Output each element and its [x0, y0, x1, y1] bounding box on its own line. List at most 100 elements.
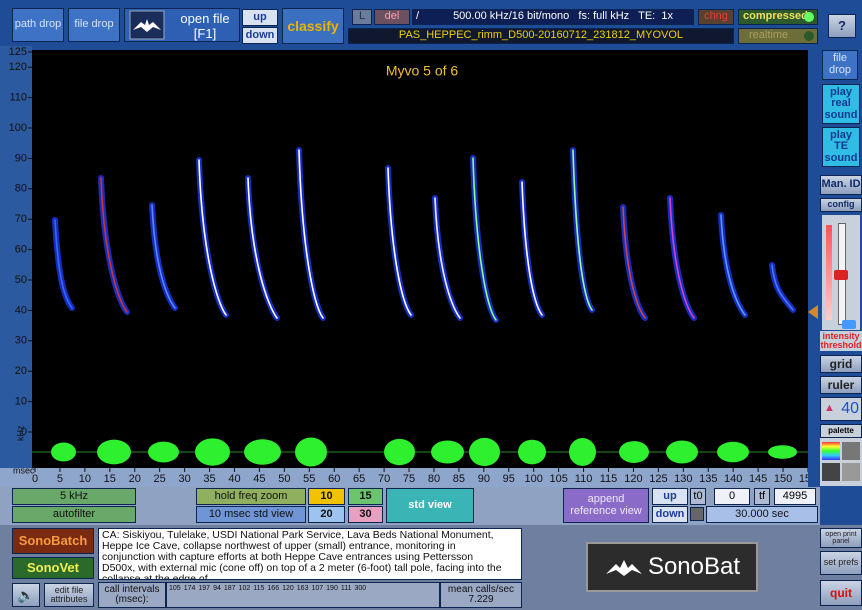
x-tick-label: 40: [228, 473, 240, 485]
interval-value: 111: [341, 585, 352, 592]
interval-value: 105: [169, 585, 181, 592]
x-tick-label: 120: [624, 473, 642, 485]
zoom-20[interactable]: 20: [308, 506, 345, 523]
x-tick-label: 10: [79, 473, 91, 485]
slider-knob-red[interactable]: [834, 270, 848, 280]
tf-field[interactable]: 4995: [774, 488, 816, 505]
interval-value: 94: [213, 585, 221, 592]
y-tick-label: 80: [15, 183, 27, 195]
logo-bat: [604, 554, 644, 580]
swatch[interactable]: [822, 442, 840, 460]
x-tick-label: 0: [32, 473, 38, 485]
spin-arrows[interactable]: ▲: [824, 403, 835, 415]
waveform-burst: [431, 441, 464, 464]
freq-select[interactable]: 5 kHz: [12, 488, 136, 505]
man-id-button[interactable]: Man. ID: [820, 175, 862, 195]
waveform-burst: [518, 440, 546, 465]
slider-scale: [826, 225, 832, 320]
x-tick-label: 140: [724, 473, 742, 485]
zoom-15[interactable]: 15: [348, 488, 383, 505]
sonobatch-button[interactable]: SonoBatch: [12, 528, 94, 554]
ruler-button[interactable]: ruler: [820, 376, 862, 394]
y-tick-label: 30: [15, 335, 27, 347]
x-tick-label: 110: [575, 473, 593, 485]
edit-attributes-button[interactable]: edit file attributes: [44, 583, 94, 607]
config-button[interactable]: config: [820, 198, 862, 212]
waveform-burst: [295, 438, 327, 467]
y-tick-label: 110: [9, 92, 27, 104]
prefs-button[interactable]: set prefs: [820, 551, 862, 575]
tf-label: tf: [754, 488, 770, 505]
up-button[interactable]: up: [652, 488, 688, 505]
t0-field[interactable]: 0: [714, 488, 750, 505]
zoom-10[interactable]: 10: [308, 488, 345, 505]
x-tick-label: 5: [57, 473, 63, 485]
swatch[interactable]: [842, 463, 860, 481]
interval-value: 187: [224, 585, 236, 592]
std-view-select[interactable]: 10 msec std view: [196, 506, 306, 523]
y-tick-label: 100: [9, 122, 27, 134]
swatch[interactable]: [842, 442, 860, 460]
x-tick-label: 100: [525, 473, 543, 485]
speaker-button[interactable]: 🔈: [12, 583, 40, 607]
x-tick-label: 105: [549, 473, 567, 485]
x-tick-label: 130: [674, 473, 692, 485]
autofilter-select[interactable]: autofilter: [12, 506, 136, 523]
x-tick-label: 45: [253, 473, 265, 485]
x-tick-label: 150: [774, 473, 792, 485]
y-tick-label: 90: [15, 152, 27, 164]
intervals-label: call intervals (msec):: [98, 582, 166, 608]
y-tick-label: 120: [9, 61, 27, 73]
duration-select[interactable]: 30.000 sec: [706, 506, 818, 523]
x-tick-label: 145: [749, 473, 767, 485]
waveform-burst: [244, 439, 281, 465]
x-tick-label: 60: [328, 473, 340, 485]
file-drop[interactable]: file drop: [822, 50, 858, 80]
logo-text: SonoBat: [648, 554, 740, 579]
x-tick-label: 80: [428, 473, 440, 485]
x-tick-label: 30: [178, 473, 190, 485]
waveform-burst: [384, 439, 415, 465]
append-reference-button[interactable]: append reference view: [563, 488, 649, 523]
print-button[interactable]: open print panel: [820, 528, 862, 548]
hold-zoom-select[interactable]: hold freq zoom: [196, 488, 306, 505]
plot-area: [32, 50, 808, 437]
interval-value: 197: [198, 585, 210, 592]
quit-button[interactable]: quit: [820, 580, 862, 606]
play-real-button[interactable]: play real sound: [822, 84, 860, 124]
x-tick-label: 55: [303, 473, 315, 485]
x-tick-label: 65: [353, 473, 365, 485]
checkbox[interactable]: [690, 507, 704, 521]
interval-value: 120: [282, 585, 294, 592]
std-view-button[interactable]: std view: [386, 488, 474, 523]
grid-button[interactable]: grid: [820, 355, 862, 373]
swatch[interactable]: [822, 463, 840, 481]
threshold-slider[interactable]: [822, 215, 860, 330]
notes-field[interactable]: CA: Siskiyou, Tulelake, USDI National Pa…: [98, 528, 522, 580]
t0-label: t0: [690, 488, 706, 505]
waveform-burst: [195, 438, 230, 465]
play-te-button[interactable]: play TE sound: [822, 127, 860, 167]
interval-value: 166: [267, 585, 279, 592]
sonovet-button[interactable]: SonoVet: [12, 557, 94, 579]
sonobat-logo: SonoBat: [586, 542, 758, 592]
slider-knob-blue[interactable]: [842, 320, 856, 329]
x-tick-label: 115: [600, 473, 618, 485]
x-tick-label: 90: [478, 473, 490, 485]
y-tick-label: 10: [15, 396, 27, 408]
y-tick-label: 70: [15, 213, 27, 225]
plot-title: Myvo 5 of 6: [386, 63, 459, 79]
zoom-30[interactable]: 30: [348, 506, 383, 523]
interval-value: 102: [239, 585, 251, 592]
interval-value: 107: [311, 585, 323, 592]
palette-swatches[interactable]: [820, 438, 862, 486]
x-tick-label: 135: [699, 473, 717, 485]
ruler-marker: [808, 305, 818, 319]
ruler-value[interactable]: ▲40: [820, 397, 862, 421]
x-tick-label: 25: [154, 473, 166, 485]
waveform-burst: [717, 442, 749, 463]
app-window: path drop file drop open file [F1] up do…: [0, 0, 862, 610]
down-button[interactable]: down: [652, 506, 688, 523]
help-button[interactable]: ?: [828, 14, 856, 38]
